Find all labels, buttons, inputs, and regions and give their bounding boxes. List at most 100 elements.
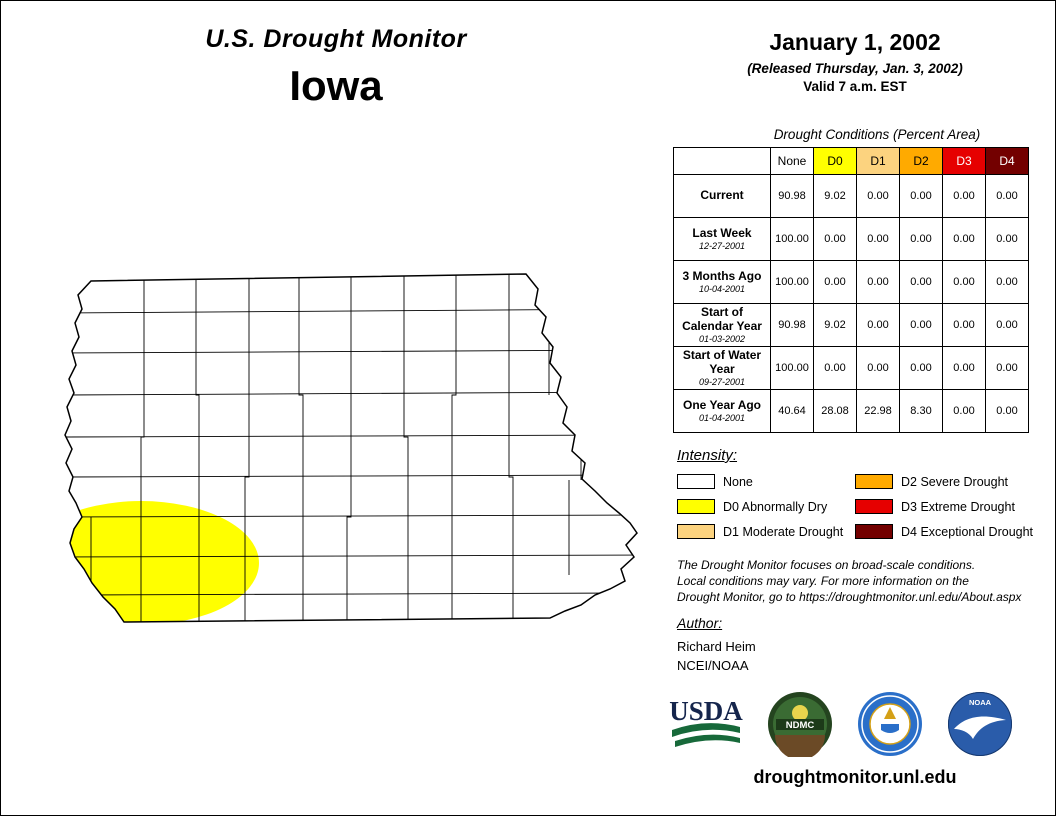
- iowa-county-map: [64, 273, 638, 623]
- cell: 0.00: [899, 346, 943, 390]
- table-row-start-calendar-year: Start of Calendar Year 01-03-2002 90.98 …: [673, 303, 1029, 347]
- conditions-table-title: Drought Conditions (Percent Area): [773, 127, 981, 142]
- table-corner-cell: [673, 147, 771, 175]
- svg-text:NOAA: NOAA: [969, 698, 992, 707]
- disclaimer-line: The Drought Monitor focuses on broad-sca…: [677, 558, 976, 572]
- legend-label: D0 Abnormally Dry: [723, 499, 828, 514]
- cell: 90.98: [770, 174, 814, 218]
- row-date: 12-27-2001: [698, 241, 746, 252]
- svg-text:NDMC: NDMC: [786, 720, 815, 731]
- legend-item-none: None: [677, 474, 855, 489]
- legend-item-d4: D4 Exceptional Drought: [855, 524, 1039, 539]
- cell: 0.00: [985, 174, 1029, 218]
- cell: 0.00: [985, 303, 1029, 347]
- cell: 8.30: [899, 389, 943, 433]
- row-label: Last Week: [692, 225, 752, 240]
- release-info: (Released Thursday, Jan. 3, 2002): [747, 61, 963, 76]
- cell: 0.00: [856, 346, 900, 390]
- legend-swatch-none: [677, 474, 715, 489]
- col-header-d1: D1: [856, 147, 900, 175]
- row-label: Start of Calendar Year: [682, 304, 762, 333]
- footer-url: droughtmonitor.unl.edu: [753, 767, 957, 787]
- cell: 40.64: [770, 389, 814, 433]
- cell: 0.00: [856, 303, 900, 347]
- iowa-map-container: [29, 265, 649, 638]
- legend-label: D4 Exceptional Drought: [901, 524, 1034, 539]
- cell: 0.00: [856, 174, 900, 218]
- cell: 0.00: [942, 303, 986, 347]
- legend-title: Intensity:: [677, 447, 738, 464]
- cell: 100.00: [770, 217, 814, 261]
- legend-label: None: [723, 474, 753, 489]
- author-heading: Author:: [677, 615, 723, 631]
- state-name: Iowa: [289, 62, 383, 109]
- cell: 0.00: [942, 174, 986, 218]
- cell: 100.00: [770, 260, 814, 304]
- header-left: U.S. Drought Monitor Iowa: [41, 25, 631, 110]
- table-row-current: Current 90.98 9.02 0.00 0.00 0.00 0.00: [673, 174, 1029, 218]
- disclaimer-line: Local conditions may vary. For more info…: [677, 574, 969, 588]
- cell: 0.00: [942, 346, 986, 390]
- legend-label: D1 Moderate Drought: [723, 524, 844, 539]
- valid-time: Valid 7 a.m. EST: [803, 79, 907, 94]
- author-org: NCEI/NOAA: [677, 658, 749, 673]
- col-header-d0: D0: [813, 147, 857, 175]
- row-date: 09-27-2001: [698, 377, 746, 388]
- cell: 9.02: [813, 303, 857, 347]
- col-header-d3: D3: [942, 147, 986, 175]
- cell: 0.00: [899, 217, 943, 261]
- row-label: One Year Ago: [682, 397, 762, 412]
- cell: 90.98: [770, 303, 814, 347]
- table-row-3-months-ago: 3 Months Ago 10-04-2001 100.00 0.00 0.00…: [673, 260, 1029, 304]
- author-name: Richard Heim: [677, 639, 756, 654]
- logo-row: USDA NDMC NOAA: [669, 689, 1013, 759]
- legend-swatch-d2: [855, 474, 893, 489]
- cell: 0.00: [942, 389, 986, 433]
- legend-label: D2 Severe Drought: [901, 474, 1009, 489]
- row-label: Start of Water Year: [682, 347, 762, 376]
- d0-region: [65, 501, 259, 622]
- cell: 100.00: [770, 346, 814, 390]
- legend-label: D3 Extreme Drought: [901, 499, 1015, 514]
- row-label: Current: [700, 187, 744, 202]
- cell: 0.00: [813, 346, 857, 390]
- row-date: 01-04-2001: [698, 413, 746, 424]
- cell: 9.02: [813, 174, 857, 218]
- legend-swatch-d0: [677, 499, 715, 514]
- cell: 0.00: [899, 303, 943, 347]
- release-date: January 1, 2002: [769, 29, 941, 55]
- cell: 0.00: [899, 260, 943, 304]
- cell: 0.00: [942, 217, 986, 261]
- usda-logo: USDA: [669, 696, 743, 747]
- row-date: 01-03-2002: [698, 334, 746, 345]
- col-header-d2: D2: [899, 147, 943, 175]
- legend-item-d1: D1 Moderate Drought: [677, 524, 855, 539]
- cell: 0.00: [856, 260, 900, 304]
- legend-item-d3: D3 Extreme Drought: [855, 499, 1039, 514]
- row-date: 10-04-2001: [698, 284, 746, 295]
- cell: 0.00: [899, 174, 943, 218]
- table-header-row: None D0 D1 D2 D3 D4: [673, 147, 1029, 175]
- row-label: 3 Months Ago: [682, 268, 762, 283]
- cell: 0.00: [985, 217, 1029, 261]
- table-row-start-water-year: Start of Water Year 09-27-2001 100.00 0.…: [673, 346, 1029, 390]
- cell: 22.98: [856, 389, 900, 433]
- svg-text:USDA: USDA: [669, 696, 743, 726]
- col-header-none: None: [770, 147, 814, 175]
- legend-item-d0: D0 Abnormally Dry: [677, 499, 855, 514]
- legend-swatch-d3: [855, 499, 893, 514]
- cell: 0.00: [856, 217, 900, 261]
- cell: 0.00: [813, 260, 857, 304]
- col-header-d4: D4: [985, 147, 1029, 175]
- cell: 0.00: [985, 260, 1029, 304]
- dm-title: U.S. Drought Monitor: [205, 25, 467, 53]
- release-block: January 1, 2002 (Released Thursday, Jan.…: [677, 29, 1033, 94]
- cell: 0.00: [985, 346, 1029, 390]
- commerce-seal-logo: [858, 692, 922, 756]
- disclaimer-text: The Drought Monitor focuses on broad-sca…: [677, 557, 1021, 605]
- disclaimer-line: Drought Monitor, go to https://droughtmo…: [677, 590, 1022, 604]
- legend-swatch-d1: [677, 524, 715, 539]
- cell: 0.00: [985, 389, 1029, 433]
- conditions-table: None D0 D1 D2 D3 D4 Current 90.98 9.02 0…: [673, 147, 1029, 433]
